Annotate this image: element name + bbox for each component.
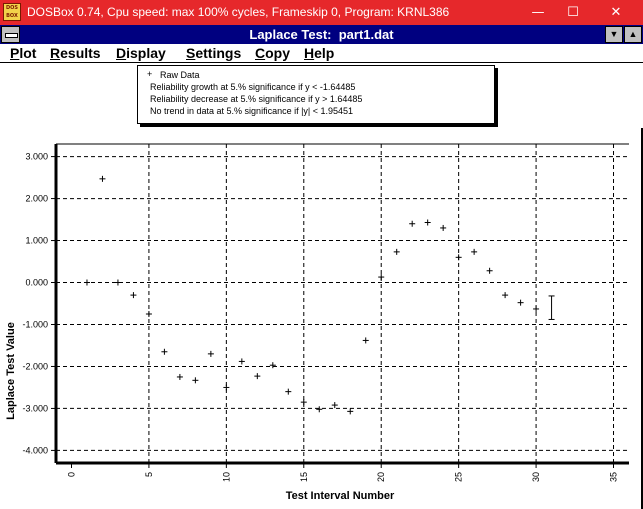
menu-plot[interactable]: Plot xyxy=(10,45,37,61)
data-point xyxy=(238,358,245,365)
data-point xyxy=(161,348,168,355)
app-window-title: Laplace Test: part1.dat xyxy=(249,27,394,42)
x-tick-label: 5 xyxy=(144,472,154,477)
y-tick-label: -4.000 xyxy=(22,445,48,455)
dosbox-app-icon[interactable]: DOS BOX xyxy=(3,3,21,21)
data-point xyxy=(114,279,121,286)
menu-help[interactable]: Help xyxy=(304,45,335,61)
data-point xyxy=(192,377,199,384)
legend-marker: + xyxy=(147,69,153,79)
menu-display[interactable]: Display xyxy=(116,45,166,61)
axis-layer xyxy=(54,143,629,465)
data-point xyxy=(331,402,338,409)
error-bar xyxy=(548,295,555,320)
data-points xyxy=(83,175,555,415)
data-point xyxy=(517,299,524,306)
legend-item-no-trend: No trend in data at 5.% significance if … xyxy=(150,106,354,116)
data-point xyxy=(486,267,493,274)
legend-item-raw-data: Raw Data xyxy=(160,70,200,80)
tick-layer: 3.000 2.000 1.000 0.000 -1.000 -2.000 -3.000 -4… xyxy=(22,152,618,482)
data-point xyxy=(347,408,354,415)
data-point xyxy=(393,248,400,255)
y-axis-title: Laplace Test Value xyxy=(5,322,17,420)
system-menu-icon[interactable] xyxy=(1,26,20,43)
window-right-edge xyxy=(641,128,643,509)
data-point xyxy=(424,219,431,226)
data-point xyxy=(533,305,540,312)
y-tick-label: -2.000 xyxy=(22,361,48,371)
data-point xyxy=(455,254,462,261)
data-point xyxy=(254,373,261,380)
x-tick-label: 25 xyxy=(454,472,464,482)
y-tick-label: 0.000 xyxy=(25,278,48,288)
window-minimize-arrow-icon[interactable]: ▼ xyxy=(605,26,623,43)
data-point xyxy=(362,337,369,344)
chart-legend: + Raw Data Reliability growth at 5.% sig… xyxy=(137,65,495,124)
close-button[interactable]: ✕ xyxy=(610,5,622,20)
x-tick-label: 35 xyxy=(609,472,619,482)
host-titlebar: DOS BOX DOSBox 0.74, Cpu speed: max 100%… xyxy=(0,0,643,25)
data-point xyxy=(502,292,509,299)
y-tick-label: -1.000 xyxy=(22,319,48,329)
data-point xyxy=(316,406,323,413)
menu-results[interactable]: Results xyxy=(50,45,101,61)
menu-settings[interactable]: Settings xyxy=(186,45,242,61)
data-point xyxy=(471,248,478,255)
data-point xyxy=(440,224,447,231)
data-point xyxy=(176,373,183,380)
data-point xyxy=(207,350,214,357)
data-point xyxy=(83,279,90,286)
y-tick-label: -3.000 xyxy=(22,403,48,413)
x-tick-label: 30 xyxy=(531,472,541,482)
data-point xyxy=(145,310,152,317)
data-point xyxy=(269,362,276,369)
x-tick-label: 20 xyxy=(376,472,386,482)
host-window-title: DOSBox 0.74, Cpu speed: max 100% cycles,… xyxy=(27,5,450,19)
x-tick-label: 10 xyxy=(221,472,231,482)
data-point xyxy=(409,220,416,227)
x-tick-label: 0 xyxy=(66,472,76,477)
window-maximize-arrow-icon[interactable]: ▲ xyxy=(624,26,642,43)
data-point xyxy=(378,274,385,281)
grid-layer xyxy=(56,144,629,463)
x-tick-label: 15 xyxy=(299,472,309,482)
x-axis-title: Test Interval Number xyxy=(286,490,395,502)
menu-bar: Plot Results Display Settings Copy Help xyxy=(0,44,643,63)
legend-item-growth: Reliability growth at 5.% significance i… xyxy=(150,82,356,92)
minimize-button[interactable]: — xyxy=(531,5,545,20)
laplace-test-chart: 3.000 2.000 1.000 0.000 -1.000 -2.000 -3.000 -4… xyxy=(5,143,629,502)
data-point xyxy=(223,384,230,391)
data-point xyxy=(285,388,292,395)
y-tick-label: 3.000 xyxy=(25,152,48,162)
y-tick-label: 1.000 xyxy=(25,236,48,246)
data-point xyxy=(130,292,137,299)
maximize-button[interactable]: ☐ xyxy=(567,5,579,20)
data-point xyxy=(300,399,307,406)
y-tick-label: 2.000 xyxy=(25,194,48,204)
data-point xyxy=(99,175,106,182)
app-titlebar: Laplace Test: part1.dat ▼ ▲ xyxy=(0,25,643,44)
menu-copy[interactable]: Copy xyxy=(255,45,291,61)
legend-item-decrease: Reliability decrease at 5.% significance… xyxy=(150,94,363,104)
